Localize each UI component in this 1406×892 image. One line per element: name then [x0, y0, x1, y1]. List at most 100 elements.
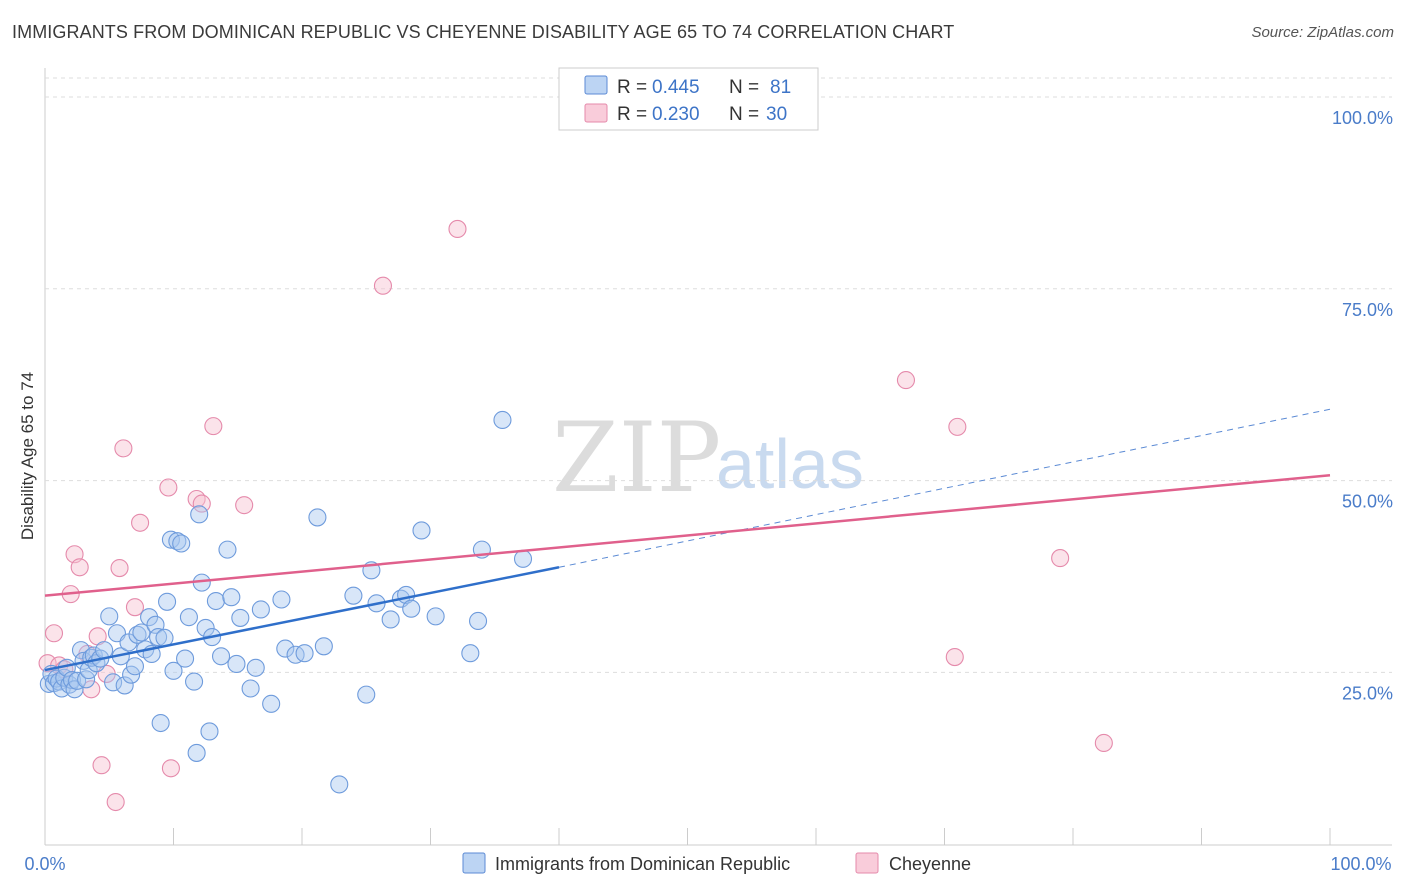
- point-dominican-republic: [251, 600, 270, 619]
- point-dominican-republic: [222, 588, 241, 607]
- point-dominican-republic: [513, 549, 533, 568]
- point-dominican-republic: [187, 743, 206, 762]
- point-dominican-republic: [179, 608, 198, 627]
- watermark-atlas: atlas: [716, 425, 864, 503]
- point-dominican-republic: [185, 672, 204, 691]
- point-dominican-republic: [122, 665, 141, 684]
- point-dominican-republic: [330, 775, 349, 794]
- point-dominican-republic: [158, 592, 177, 611]
- point-cheyenne: [1051, 549, 1070, 568]
- point-dominican-republic: [308, 508, 327, 527]
- point-dominican-republic: [164, 661, 183, 680]
- point-dominican-republic: [295, 644, 314, 663]
- chart-source: Source: ZipAtlas.com: [1251, 24, 1394, 41]
- point-dominican-republic: [190, 505, 209, 524]
- point-dominican-republic: [314, 637, 333, 656]
- point-dominican-republic: [402, 599, 421, 618]
- point-cheyenne: [945, 647, 964, 667]
- y-tick-label: 25.0%: [1342, 683, 1393, 703]
- point-dominican-republic: [104, 673, 123, 692]
- point-dominican-republic: [357, 685, 376, 704]
- legend-n-value-pink: 30: [766, 104, 787, 125]
- point-dominican-republic: [412, 521, 431, 540]
- point-cheyenne: [161, 759, 180, 778]
- legend-n-label-pink: N =: [729, 104, 759, 125]
- point-dominican-republic: [161, 530, 180, 549]
- point-cheyenne: [106, 792, 125, 812]
- watermark-zip: ZIP: [552, 402, 721, 514]
- point-dominican-republic: [286, 645, 305, 664]
- data-points: [38, 219, 1113, 812]
- point-cheyenne: [114, 439, 133, 458]
- point-dominican-republic: [100, 607, 119, 626]
- point-dominican-republic: [172, 534, 191, 553]
- trend-line-cheyenne: [44, 473, 1331, 597]
- point-cheyenne: [110, 558, 129, 578]
- point-cheyenne: [131, 513, 150, 532]
- point-dominican-republic: [344, 586, 363, 605]
- point-dominican-republic: [426, 607, 445, 626]
- point-dominican-republic: [461, 644, 480, 663]
- point-dominican-republic: [206, 591, 225, 611]
- legend-n-label-blue: N =: [729, 77, 759, 98]
- point-dominican-republic: [211, 647, 231, 666]
- point-dominican-republic: [200, 722, 219, 741]
- legend-r-value-pink: 0.230: [652, 104, 700, 125]
- legend-r-value-blue: 0.445: [652, 77, 700, 98]
- x-tick-label-min: 0.0%: [24, 854, 65, 874]
- x-tick-label-max: 100.0%: [1330, 854, 1391, 874]
- y-tick-label: 100.0%: [1332, 108, 1393, 128]
- point-dominican-republic: [381, 610, 400, 629]
- correlation-legend: R = 0.445 N = 81 R = 0.230 N = 30: [558, 67, 819, 131]
- point-cheyenne: [70, 558, 89, 577]
- legend-n-value-blue: 81: [770, 77, 791, 98]
- point-dominican-republic: [149, 628, 168, 647]
- point-dominican-republic: [276, 639, 295, 658]
- point-dominican-republic: [241, 679, 260, 698]
- point-dominican-republic: [140, 608, 159, 627]
- point-dominican-republic: [151, 713, 170, 733]
- series-legend: Immigrants from Dominican Republic Cheye…: [462, 852, 971, 874]
- point-dominican-republic: [227, 654, 246, 673]
- point-dominican-republic: [272, 590, 291, 609]
- point-cheyenne: [948, 417, 967, 436]
- point-cheyenne: [38, 654, 57, 673]
- series-legend-label-pink: Cheyenne: [889, 854, 971, 874]
- point-cheyenne: [125, 598, 144, 617]
- point-cheyenne: [92, 756, 111, 775]
- point-dominican-republic: [115, 676, 134, 695]
- point-dominican-republic: [196, 618, 215, 637]
- point-dominican-republic: [231, 608, 250, 627]
- legend-swatch-blue: [584, 75, 608, 95]
- y-tick-label: 75.0%: [1342, 300, 1393, 320]
- grid-lines: [45, 77, 1392, 673]
- y-axis-title: Disability Age 65 to 74: [18, 372, 37, 540]
- point-dominican-republic: [493, 410, 512, 430]
- point-cheyenne: [192, 494, 211, 513]
- point-dominican-republic: [246, 658, 265, 677]
- chart-title: IMMIGRANTS FROM DOMINICAN REPUBLIC VS CH…: [12, 22, 955, 42]
- x-axis-ticks: [44, 828, 1331, 845]
- point-dominican-republic: [125, 657, 144, 676]
- point-cheyenne: [44, 624, 64, 643]
- series-legend-swatch-pink: [855, 852, 879, 874]
- y-axis-tick-labels: 25.0% 50.0% 75.0% 100.0%: [1332, 108, 1393, 703]
- point-dominican-republic: [468, 611, 488, 631]
- legend-swatch-pink: [584, 103, 608, 123]
- point-cheyenne: [896, 371, 916, 390]
- legend-r-label-blue: R =: [617, 77, 647, 98]
- point-dominican-republic: [218, 540, 237, 559]
- point-cheyenne: [235, 496, 254, 515]
- y-tick-label: 50.0%: [1342, 492, 1393, 512]
- point-cheyenne: [373, 276, 393, 295]
- point-cheyenne: [448, 219, 467, 239]
- legend-r-label-pink: R =: [617, 104, 647, 125]
- point-cheyenne: [1094, 733, 1113, 753]
- trend-lines: [44, 408, 1331, 672]
- point-dominican-republic: [68, 671, 87, 690]
- series-legend-label-blue: Immigrants from Dominican Republic: [495, 854, 790, 874]
- point-dominican-republic: [176, 649, 195, 668]
- point-dominican-republic: [132, 623, 151, 642]
- point-cheyenne: [204, 417, 223, 436]
- point-dominican-republic: [262, 694, 281, 713]
